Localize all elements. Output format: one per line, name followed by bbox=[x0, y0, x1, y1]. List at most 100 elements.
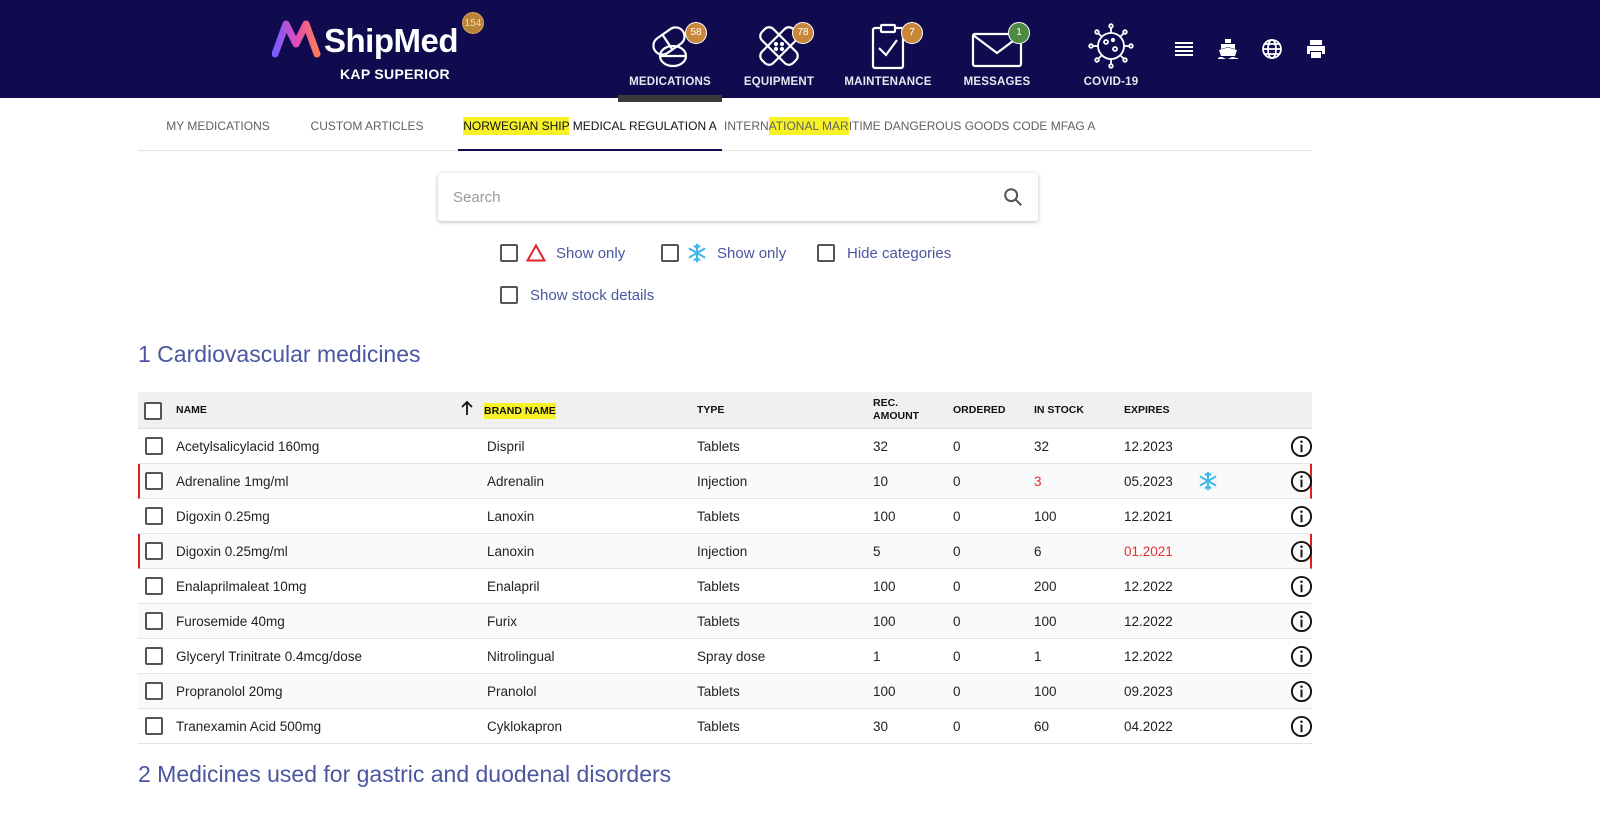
nav-equipment[interactable]: 78 EQUIPMENT bbox=[724, 18, 834, 98]
table-row[interactable]: Furosemide 40mg Furix Tablets 100 0 100 12.202… bbox=[138, 604, 1313, 639]
tab-label-highlight: NORWEGIAN SHIP bbox=[463, 117, 570, 135]
column-header-rec-amount-line1[interactable]: REC. bbox=[873, 397, 899, 409]
row-checkbox[interactable] bbox=[145, 647, 163, 665]
table-row[interactable]: Adrenaline 1mg/ml Adrenalin Injection 10 0 3 0… bbox=[138, 464, 1313, 499]
cell-in-stock: 200 bbox=[1034, 579, 1057, 594]
table-row[interactable]: Propranolol 20mg Pranolol Tablets 100 0 100 09… bbox=[138, 674, 1313, 709]
row-checkbox[interactable] bbox=[145, 542, 163, 560]
tab-label-highlight: ATIONAL MAR bbox=[768, 117, 849, 135]
filter-hide-categories[interactable]: Hide categories bbox=[817, 241, 951, 265]
select-all-checkbox[interactable] bbox=[144, 402, 162, 420]
table-row[interactable]: Enalaprilmaleat 10mg Enalapril Tablets 100 0… bbox=[138, 569, 1313, 604]
cell-type: Tablets bbox=[697, 509, 740, 524]
info-icon[interactable] bbox=[1290, 575, 1313, 598]
search-box bbox=[438, 173, 1038, 221]
section-title-cardiovascular: 1 Cardiovascular medicines bbox=[138, 341, 421, 367]
cell-type: Injection bbox=[697, 474, 748, 489]
info-icon[interactable] bbox=[1290, 610, 1313, 633]
column-header-in-stock[interactable]: IN STOCK bbox=[1034, 404, 1084, 416]
cell-ordered: 0 bbox=[953, 474, 961, 489]
ship-icon[interactable] bbox=[1216, 37, 1240, 61]
tab-norwegian-ship-medical-regulation-a[interactable]: NORWEGIAN SHIP MEDICAL REGULATION A bbox=[458, 106, 722, 151]
info-icon[interactable] bbox=[1290, 715, 1313, 738]
cell-expires: 12.2021 bbox=[1124, 509, 1173, 524]
shipmed-logo-mark-icon bbox=[272, 20, 321, 58]
cell-ordered: 0 bbox=[953, 614, 961, 629]
cell-rec-amount: 100 bbox=[873, 579, 896, 594]
info-icon[interactable] bbox=[1290, 645, 1313, 668]
column-header-brand-name[interactable]: BRAND NAME bbox=[484, 403, 556, 419]
shipmed-logo[interactable]: ShipMed KAP SUPERIOR 154 bbox=[272, 12, 484, 92]
cell-type: Tablets bbox=[697, 614, 740, 629]
row-checkbox[interactable] bbox=[145, 612, 163, 630]
filter-show-stock-details[interactable]: Show stock details bbox=[500, 283, 654, 307]
table-row[interactable]: Acetylsalicylacid 160mg Dispril Tablets 32 0… bbox=[138, 429, 1313, 464]
cell-ordered: 0 bbox=[953, 439, 961, 454]
tab-custom-articles[interactable]: CUSTOM ARTICLES bbox=[298, 106, 436, 151]
nav-messages-label: MESSAGES bbox=[963, 76, 1031, 88]
cell-in-stock: 3 bbox=[1034, 474, 1042, 489]
cell-name: Adrenaline 1mg/ml bbox=[176, 474, 289, 489]
cell-expires: 05.2023 bbox=[1124, 474, 1173, 489]
cell-expires: 09.2023 bbox=[1124, 684, 1173, 699]
cell-expires: 12.2022 bbox=[1124, 614, 1173, 629]
row-checkbox[interactable] bbox=[145, 472, 163, 490]
row-checkbox[interactable] bbox=[145, 682, 163, 700]
print-icon[interactable] bbox=[1304, 37, 1328, 61]
tab-label-pre: INTERN bbox=[724, 119, 769, 133]
row-checkbox[interactable] bbox=[145, 507, 163, 525]
filter-cold-show-only[interactable]: Show only bbox=[661, 241, 786, 265]
hide-categories-checkbox[interactable] bbox=[817, 244, 835, 262]
cell-rec-amount: 5 bbox=[873, 544, 881, 559]
table-header: NAME BRAND NAME TYPE REC. AMOUNT ORDERED… bbox=[138, 392, 1312, 429]
info-icon[interactable] bbox=[1290, 540, 1313, 563]
cell-in-stock: 100 bbox=[1034, 509, 1057, 524]
nav-maintenance[interactable]: 7 MAINTENANCE bbox=[833, 18, 943, 98]
cell-type: Tablets bbox=[697, 684, 740, 699]
row-checkbox[interactable] bbox=[145, 717, 163, 735]
nav-medications[interactable]: 58 MEDICATIONS bbox=[615, 18, 725, 98]
cell-brand-name: Nitrolingual bbox=[487, 649, 555, 664]
cell-ordered: 0 bbox=[953, 719, 961, 734]
info-icon[interactable] bbox=[1290, 435, 1313, 458]
cell-brand-name: Lanoxin bbox=[487, 544, 535, 559]
info-icon[interactable] bbox=[1290, 470, 1313, 493]
clipboard-check-icon bbox=[871, 23, 905, 70]
cold-filter-checkbox[interactable] bbox=[661, 244, 679, 262]
sort-ascending-icon[interactable] bbox=[460, 400, 474, 416]
nav-covid19[interactable]: COVID-19 bbox=[1056, 18, 1166, 98]
cell-ordered: 0 bbox=[953, 684, 961, 699]
tab-my-medications[interactable]: MY MEDICATIONS bbox=[138, 106, 298, 151]
cell-brand-name: Cyklokapron bbox=[487, 719, 563, 734]
search-input[interactable] bbox=[453, 185, 973, 209]
column-header-ordered[interactable]: ORDERED bbox=[953, 404, 1006, 416]
virus-icon bbox=[1088, 23, 1134, 69]
table-row[interactable]: Glyceryl Trinitrate 0.4mcg/dose Nitroling… bbox=[138, 639, 1313, 674]
row-checkbox[interactable] bbox=[145, 577, 163, 595]
hazard-filter-checkbox[interactable] bbox=[500, 244, 518, 262]
globe-icon[interactable] bbox=[1260, 37, 1284, 61]
table-row[interactable]: Digoxin 0.25mg Lanoxin Tablets 100 0 100 12.20… bbox=[138, 499, 1313, 534]
warning-triangle-icon bbox=[526, 243, 546, 262]
regulation-tabs: MY MEDICATIONS CUSTOM ARTICLES NORWEGIAN… bbox=[138, 106, 1312, 151]
cell-type: Tablets bbox=[697, 579, 740, 594]
column-header-rec-amount-line2[interactable]: AMOUNT bbox=[873, 410, 920, 422]
info-icon[interactable] bbox=[1290, 680, 1313, 703]
column-header-type[interactable]: TYPE bbox=[697, 404, 725, 416]
top-navigation-bar: ShipMed KAP SUPERIOR 154 58 MEDICATIONS bbox=[0, 0, 1600, 102]
row-checkbox[interactable] bbox=[145, 437, 163, 455]
info-icon[interactable] bbox=[1290, 505, 1313, 528]
medications-table: NAME BRAND NAME TYPE REC. AMOUNT ORDERED… bbox=[138, 392, 1313, 744]
vessel-name: KAP SUPERIOR bbox=[340, 66, 450, 82]
column-header-expires[interactable]: EXPIRES bbox=[1124, 404, 1170, 416]
cell-name: Enalaprilmaleat 10mg bbox=[176, 579, 307, 594]
table-row[interactable]: Digoxin 0.25mg/ml Lanoxin Injection 5 0 6 01.2… bbox=[138, 534, 1313, 569]
column-header-name[interactable]: NAME bbox=[176, 404, 207, 416]
list-icon[interactable] bbox=[1172, 37, 1196, 61]
nav-messages[interactable]: 1 MESSAGES bbox=[942, 18, 1052, 98]
table-row[interactable]: Tranexamin Acid 500mg Cyklokapron Tablets 3… bbox=[138, 709, 1313, 744]
tab-imdg-code-mfag-a[interactable]: INTERNATIONAL MARITIME DANGEROUS GOODS C… bbox=[724, 106, 1095, 151]
show-stock-details-checkbox[interactable] bbox=[500, 286, 518, 304]
filter-hazard-show-only[interactable]: Show only bbox=[500, 241, 625, 265]
search-icon[interactable] bbox=[1002, 186, 1024, 208]
